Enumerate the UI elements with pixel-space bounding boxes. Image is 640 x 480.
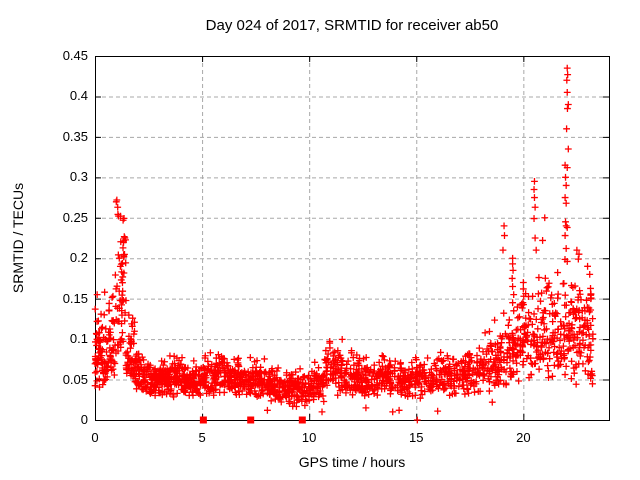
y-tick-label: 0	[80, 412, 88, 427]
y-tick-label: 0.35	[62, 128, 88, 144]
y-tick-label: 0.1	[69, 331, 88, 347]
x-tick-label: 0	[91, 430, 99, 445]
x-axis-title: GPS time / hours	[298, 454, 406, 470]
chart-title: Day 024 of 2017, SRMTID for receiver ab5…	[205, 17, 499, 34]
y-tick-label: 0.05	[62, 371, 88, 387]
y-tick-label: 0.15	[62, 290, 88, 306]
x-tick-label: 20	[516, 430, 531, 445]
y-tick-label: 0.45	[62, 48, 88, 63]
x-tick-label: 10	[301, 430, 317, 445]
x-tick-label: 5	[198, 430, 206, 445]
y-tick-label: 0.25	[62, 209, 88, 225]
y-tick-label: 0.3	[69, 169, 88, 185]
x-tick-label: 15	[409, 430, 424, 445]
y-tick-label: 0.2	[69, 250, 88, 266]
y-tick-label: 0.4	[69, 88, 88, 104]
